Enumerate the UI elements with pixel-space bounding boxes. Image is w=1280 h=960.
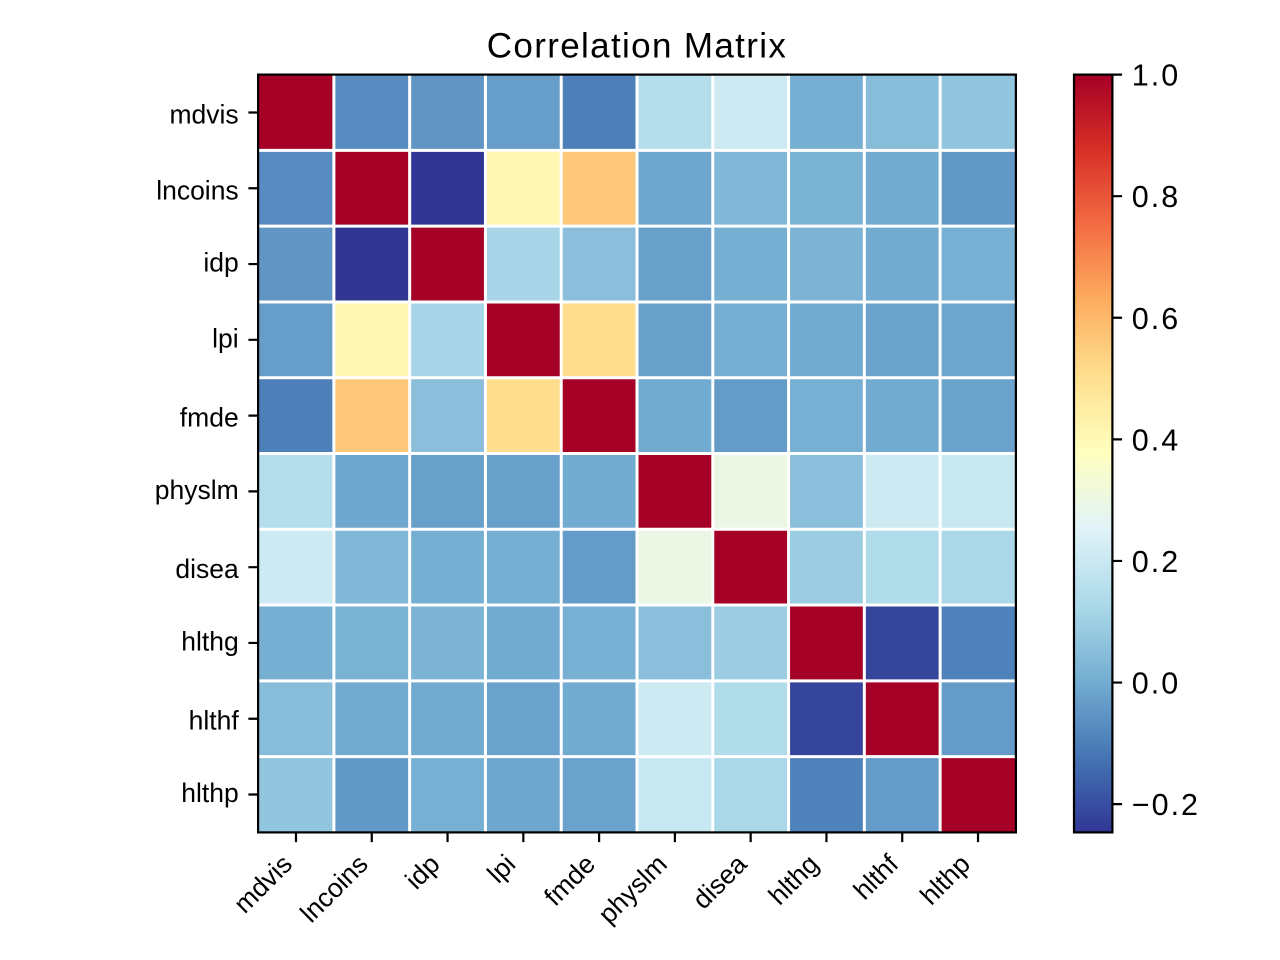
svg-text:disea: disea <box>175 554 239 584</box>
svg-text:hlthf: hlthf <box>189 706 240 736</box>
svg-text:Correlation Matrix: Correlation Matrix <box>487 26 788 65</box>
svg-text:lncoins: lncoins <box>156 175 239 205</box>
svg-text:0.0: 0.0 <box>1132 667 1180 701</box>
svg-text:mdvis: mdvis <box>169 99 238 129</box>
svg-text:0.6: 0.6 <box>1132 302 1180 336</box>
svg-text:idp: idp <box>203 248 238 278</box>
svg-text:fmde: fmde <box>180 403 239 433</box>
svg-text:physlm: physlm <box>155 475 239 505</box>
svg-text:0.8: 0.8 <box>1132 180 1180 214</box>
svg-text:lpi: lpi <box>212 323 239 353</box>
svg-text:−0.2: −0.2 <box>1132 788 1200 822</box>
svg-text:0.4: 0.4 <box>1132 423 1180 457</box>
svg-text:0.2: 0.2 <box>1132 545 1180 579</box>
svg-text:hlthp: hlthp <box>181 778 238 808</box>
svg-text:hlthg: hlthg <box>181 626 238 656</box>
svg-text:1.0: 1.0 <box>1132 59 1180 93</box>
